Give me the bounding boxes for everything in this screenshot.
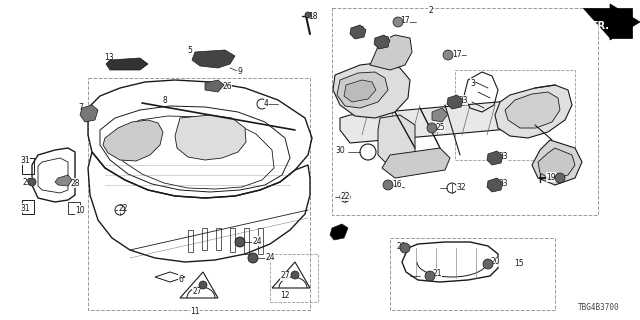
Circle shape <box>425 271 435 281</box>
Text: 13: 13 <box>104 52 114 61</box>
Bar <box>22 158 34 174</box>
Text: 24: 24 <box>252 236 262 245</box>
Text: 23: 23 <box>380 36 390 44</box>
Bar <box>68 202 80 214</box>
Text: 20: 20 <box>490 258 500 267</box>
Text: 8: 8 <box>162 95 167 105</box>
Text: 9: 9 <box>237 67 242 76</box>
Circle shape <box>305 12 311 18</box>
Text: 31: 31 <box>20 156 29 164</box>
Polygon shape <box>447 95 463 109</box>
Polygon shape <box>487 178 503 192</box>
Polygon shape <box>337 72 388 108</box>
Polygon shape <box>378 115 415 168</box>
Polygon shape <box>330 224 348 240</box>
Text: 5: 5 <box>187 45 192 54</box>
Polygon shape <box>432 108 448 122</box>
Polygon shape <box>55 175 72 186</box>
Text: 10: 10 <box>75 205 84 214</box>
Text: 21: 21 <box>432 268 442 277</box>
Text: 7: 7 <box>78 102 83 111</box>
Polygon shape <box>487 151 503 165</box>
Polygon shape <box>374 35 390 49</box>
Text: 23: 23 <box>498 179 508 188</box>
Polygon shape <box>103 120 163 161</box>
Bar <box>270 254 318 302</box>
Text: 23: 23 <box>458 95 468 105</box>
Text: 12: 12 <box>280 292 289 300</box>
Bar <box>390 238 555 310</box>
Text: 15: 15 <box>514 260 524 268</box>
Text: 17: 17 <box>452 50 461 59</box>
Polygon shape <box>350 25 366 39</box>
Circle shape <box>383 180 393 190</box>
Circle shape <box>427 123 437 133</box>
Polygon shape <box>370 35 412 70</box>
Polygon shape <box>175 115 246 160</box>
Circle shape <box>400 243 410 253</box>
Text: TBG4B3700: TBG4B3700 <box>579 303 620 312</box>
Polygon shape <box>340 100 535 143</box>
Circle shape <box>199 281 207 289</box>
Text: 28: 28 <box>70 179 79 188</box>
Text: 26: 26 <box>222 82 232 91</box>
Circle shape <box>555 173 565 183</box>
Text: 22: 22 <box>118 204 127 212</box>
Text: 25: 25 <box>435 123 445 132</box>
Polygon shape <box>532 140 582 185</box>
Polygon shape <box>583 8 632 38</box>
Text: 16: 16 <box>392 180 402 188</box>
Text: 27: 27 <box>192 287 202 297</box>
Polygon shape <box>192 50 235 68</box>
Circle shape <box>248 253 258 263</box>
Circle shape <box>235 237 245 247</box>
Circle shape <box>291 271 299 279</box>
Circle shape <box>28 178 36 186</box>
Text: 27: 27 <box>280 271 290 281</box>
Polygon shape <box>344 80 376 102</box>
Polygon shape <box>505 92 560 128</box>
Text: 32: 32 <box>456 182 466 191</box>
Text: 17: 17 <box>400 15 410 25</box>
Text: 31: 31 <box>20 204 29 212</box>
Polygon shape <box>80 105 98 122</box>
Text: 14: 14 <box>336 226 346 235</box>
Polygon shape <box>538 148 575 180</box>
Bar <box>455 70 575 160</box>
Text: 3: 3 <box>470 78 475 87</box>
Text: 30: 30 <box>335 146 345 155</box>
Polygon shape <box>610 4 640 40</box>
Text: 2: 2 <box>428 5 433 14</box>
Circle shape <box>443 50 453 60</box>
Polygon shape <box>205 80 224 92</box>
Text: 20: 20 <box>396 242 406 251</box>
Circle shape <box>393 17 403 27</box>
Text: 4: 4 <box>264 99 269 108</box>
Text: 11: 11 <box>190 307 200 316</box>
Text: 1: 1 <box>438 108 443 117</box>
Text: 22: 22 <box>340 191 349 201</box>
Bar <box>22 200 34 214</box>
Text: FR.: FR. <box>591 21 609 31</box>
Polygon shape <box>382 148 450 178</box>
Text: 23: 23 <box>498 151 508 161</box>
Polygon shape <box>106 58 148 70</box>
Text: 24: 24 <box>265 252 275 261</box>
Text: 23: 23 <box>355 26 365 35</box>
Bar <box>88 78 310 310</box>
Circle shape <box>483 259 493 269</box>
Text: 6: 6 <box>178 275 183 284</box>
Polygon shape <box>495 85 572 138</box>
Text: 19: 19 <box>546 172 556 181</box>
Text: 18: 18 <box>308 12 317 20</box>
Polygon shape <box>333 62 410 118</box>
Text: 29: 29 <box>22 178 31 187</box>
